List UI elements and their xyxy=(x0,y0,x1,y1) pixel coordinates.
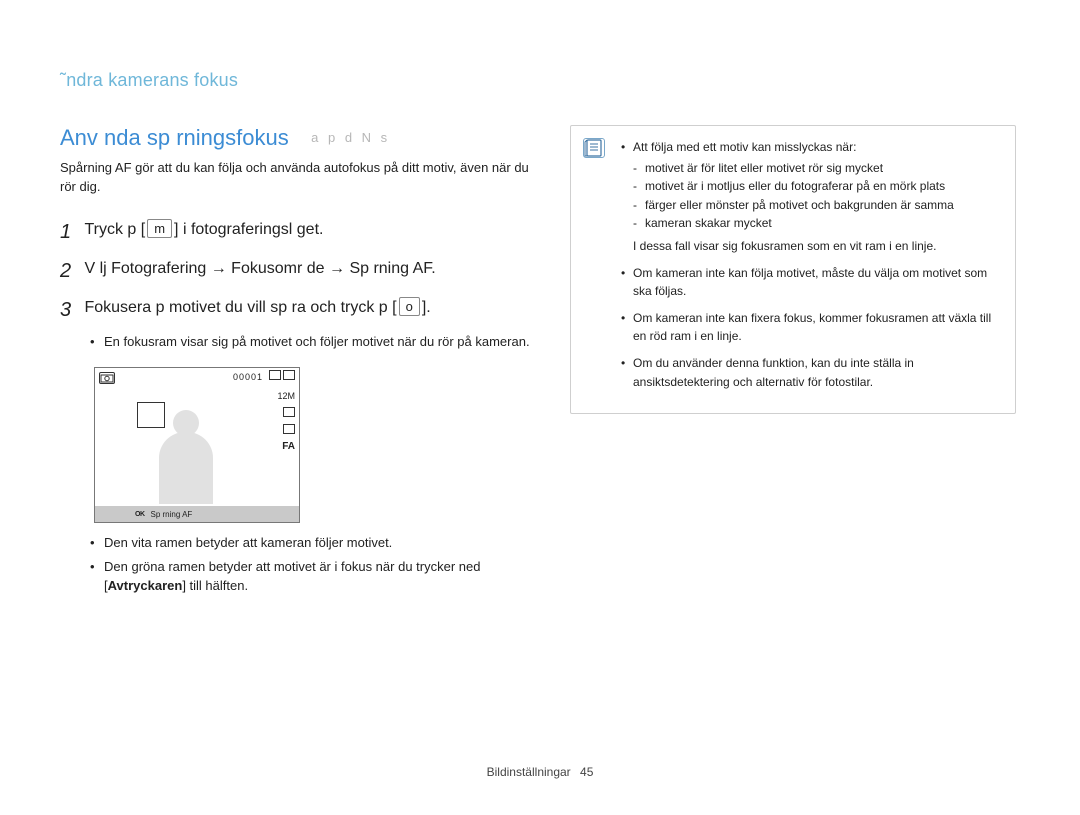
left-column: Anv nda sp rningsfokus a p d N s Spårnin… xyxy=(60,125,530,600)
list-item-text-c: ] till hälften. xyxy=(182,578,248,593)
list-item: Den gröna ramen betyder att motivet är i… xyxy=(90,557,530,596)
heading-row: Anv nda sp rningsfokus a p d N s xyxy=(60,125,530,151)
list-item: motivet är i motljus eller du fotografer… xyxy=(633,177,1001,196)
mode-tags: a p d N s xyxy=(311,130,390,145)
step-3-sublist-2: Den vita ramen betyder att kameran följe… xyxy=(90,533,530,596)
steps-list: 1 Tryck p [m] i fotograferingsl get. 2 V… xyxy=(60,219,530,596)
page-footer: Bildinställningar 45 xyxy=(0,765,1080,779)
step-1-text-b: ] i fotograferingsl get. xyxy=(174,221,323,238)
step-1-text-a: Tryck p [ xyxy=(84,221,145,238)
step-2: 2 V lj Fotografering → Fokusomr de → Sp … xyxy=(60,258,530,285)
step-3-text-b: ]. xyxy=(422,299,431,316)
intro-paragraph: Spårning AF gör att du kan följa och anv… xyxy=(60,159,530,197)
page-root: ˜ndra kamerans fokus Anv nda sp rningsfo… xyxy=(0,0,1080,815)
shot-counter: 00001 xyxy=(233,372,263,382)
list-item: motivet är för litet eller motivet rör s… xyxy=(633,159,1001,178)
step-3: 3 Fokusera p motivet du vill sp ra och t… xyxy=(60,297,530,324)
note-1-head: Att följa med ett motiv kan misslyckas n… xyxy=(633,140,856,154)
list-item: Den vita ramen betyder att kameran följe… xyxy=(90,533,530,553)
two-column-layout: Anv nda sp rningsfokus a p d N s Spårnin… xyxy=(60,125,1020,600)
step-text: Tryck p [m] i fotograferingsl get. xyxy=(84,219,524,241)
flash-label: FA xyxy=(277,439,295,454)
card-icon xyxy=(283,370,295,380)
step-number: 1 xyxy=(60,219,80,246)
mode-icon xyxy=(99,372,115,384)
top-status-icons xyxy=(269,370,295,380)
note-1-sublist: motivet är för litet eller motivet rör s… xyxy=(633,159,1001,233)
note-box: Att följa med ett motiv kan misslyckas n… xyxy=(570,125,1016,414)
resolution-label: 12M xyxy=(277,390,295,404)
camera-preview: 00001 12M FA xyxy=(94,367,300,523)
footer-section-label: Bildinställningar xyxy=(487,765,571,779)
side-status: 12M FA xyxy=(277,390,295,454)
menu-key: m xyxy=(147,219,172,239)
step-number: 2 xyxy=(60,258,80,285)
ok-label: OK xyxy=(135,511,145,518)
battery-icon xyxy=(269,370,281,380)
step-3-text-a: Fokusera p motivet du vill sp ra och try… xyxy=(84,299,396,316)
list-item: färger eller mönster på motivet och bakg… xyxy=(633,196,1001,215)
quality-icon xyxy=(283,407,295,417)
list-item: Om kameran inte kan följa motivet, måste… xyxy=(621,264,1001,301)
note-list: Att följa med ett motiv kan misslyckas n… xyxy=(621,138,1001,391)
step-1: 1 Tryck p [m] i fotograferingsl get. xyxy=(60,219,530,246)
list-item: En fokusram visar sig på motivet och föl… xyxy=(90,332,530,352)
metering-icon xyxy=(283,424,295,434)
af-focus-frame xyxy=(137,402,165,428)
bottom-bar-label: Sp rning AF xyxy=(151,510,193,519)
step-number: 3 xyxy=(60,297,80,324)
ok-key: o xyxy=(399,297,420,317)
step-3-sublist-1: En fokusram visar sig på motivet och föl… xyxy=(90,332,530,352)
list-item: kameran skakar mycket xyxy=(633,214,1001,233)
step-text: V lj Fotografering → Fokusomr de → Sp rn… xyxy=(84,258,524,280)
silhouette-body xyxy=(159,432,213,504)
page-number: 45 xyxy=(580,765,593,779)
right-column: Att följa med ett motiv kan misslyckas n… xyxy=(570,125,1016,600)
shutter-label: Avtryckaren xyxy=(108,578,183,593)
camera-bottom-bar: OK Sp rning AF xyxy=(95,506,299,522)
note-1-tail: I dessa fall visar sig fokusramen som en… xyxy=(633,237,1001,256)
page-title: Anv nda sp rningsfokus xyxy=(60,125,289,151)
list-item: Om du använder denna funktion, kan du in… xyxy=(621,354,1001,391)
list-item: Att följa med ett motiv kan misslyckas n… xyxy=(621,138,1001,256)
note-icon xyxy=(583,138,605,158)
breadcrumb: ˜ndra kamerans fokus xyxy=(60,70,1020,91)
step-text: Fokusera p motivet du vill sp ra och try… xyxy=(84,297,524,319)
list-item: Om kameran inte kan fixera fokus, kommer… xyxy=(621,309,1001,346)
